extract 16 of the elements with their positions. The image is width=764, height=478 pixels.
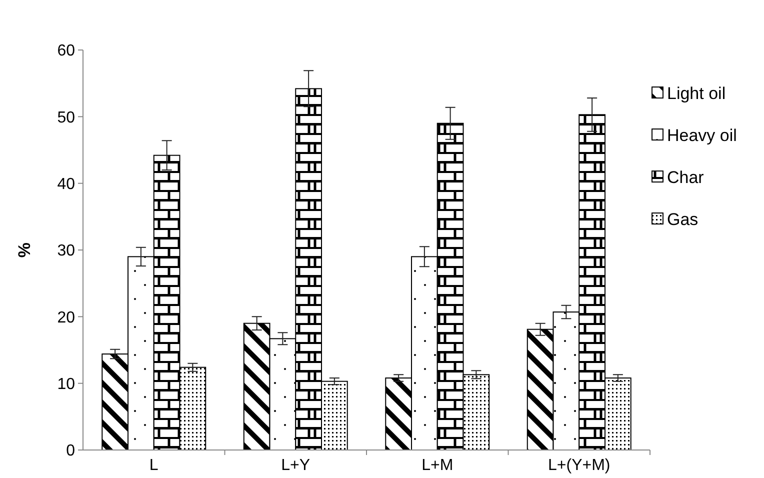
y-tick-label: 50 — [57, 109, 76, 126]
x-tick-label: L+Y — [281, 457, 310, 474]
y-tick-label: 20 — [57, 309, 76, 326]
y-tick-label: 40 — [57, 176, 76, 193]
y-tick-label: 30 — [57, 242, 76, 260]
legend-label: Light oil — [667, 84, 726, 103]
x-tick-label: L — [149, 457, 158, 474]
y-tick-label: 10 — [57, 376, 76, 393]
legend-label: Gas — [667, 210, 698, 229]
y-tick-label: 0 — [66, 442, 76, 460]
y-axis-title: % — [15, 242, 34, 258]
y-tick-label: 60 — [57, 42, 76, 60]
x-tick-label: L+(Y+M) — [548, 457, 610, 474]
legend-label: Char — [667, 168, 704, 187]
legend-label: Heavy oil — [667, 126, 737, 145]
x-tick-label: L+M — [422, 457, 454, 474]
